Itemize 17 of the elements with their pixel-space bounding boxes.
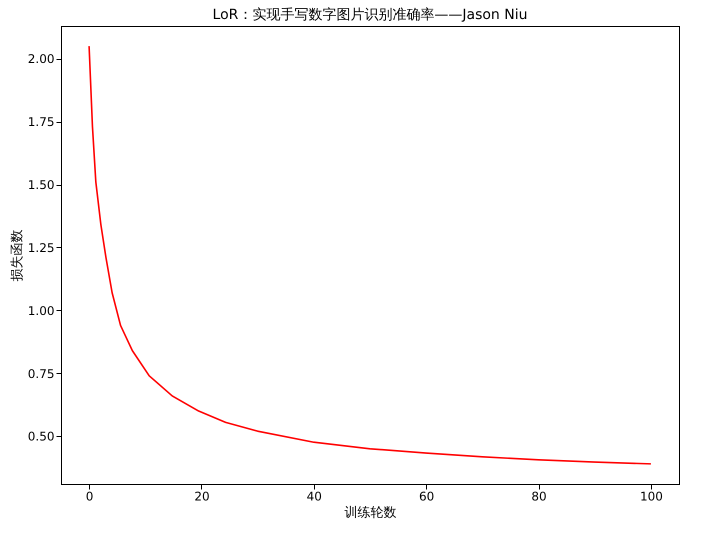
x-tick-label: 0: [86, 490, 94, 504]
chart-title: LoR：实现手写数字图片识别准确率——Jason Niu: [212, 7, 528, 23]
x-tick-label: 100: [640, 490, 663, 504]
x-tick-label: 40: [306, 490, 322, 504]
line-series: [88, 45, 652, 465]
x-tick-label: 20: [194, 490, 210, 504]
y-tick-label: 1.00: [28, 304, 54, 318]
y-tick-label: 0.75: [28, 366, 54, 381]
y-tick-label: 0.50: [28, 430, 54, 444]
x-tick-label: 60: [419, 490, 434, 504]
y-tick-label: 1.50: [28, 178, 54, 192]
y-tick-label: 1.75: [28, 115, 54, 130]
x-tick-label: 80: [531, 490, 547, 504]
y-tick-label: 2.00: [28, 52, 54, 66]
y-tick-label: 1.25: [28, 240, 54, 255]
y-axis-title: 损失函数: [10, 230, 25, 282]
x-axis-title: 训练轮数: [344, 506, 396, 520]
